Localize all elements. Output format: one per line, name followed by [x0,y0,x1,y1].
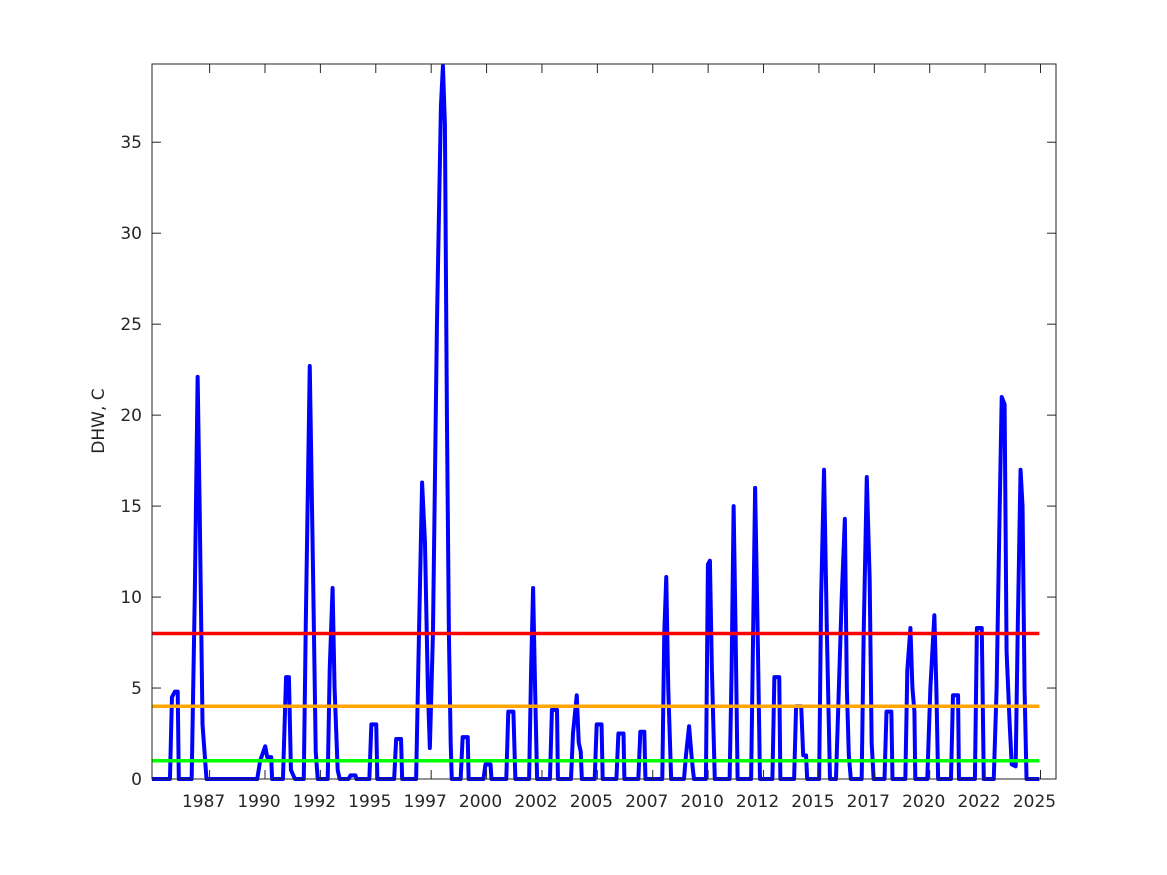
x-tick-label: 2022 [957,792,1000,812]
x-tick-label: 2010 [681,792,724,812]
y-tick-label: 15 [120,497,142,517]
x-tick-label: 2015 [791,792,834,812]
x-tick-label: 2002 [514,792,557,812]
x-tick-label: 1990 [237,792,280,812]
x-tick-label: 1987 [182,792,225,812]
y-tick-label: 10 [120,588,142,608]
x-tick-label: 1992 [293,792,336,812]
x-tick-label: 2005 [570,792,613,812]
y-tick-label: 25 [120,315,142,335]
y-axis-label: DHW, C [89,388,109,453]
axes-box [151,63,1057,780]
x-tick-label: 2012 [736,792,779,812]
data-line [152,63,1040,781]
x-tick-label: 2000 [459,792,502,812]
x-tick-label: 1997 [404,792,447,812]
y-tick-label: 5 [131,679,142,699]
x-tick-label: 2017 [847,792,890,812]
x-tick-label: 2020 [902,792,945,812]
y-tick-label: 35 [120,133,142,153]
x-tick-label: 2007 [625,792,668,812]
x-tick-label: 1995 [348,792,391,812]
x-tick-label: 2025 [1013,792,1056,812]
y-tick-label: 30 [120,224,142,244]
y-tick-label: 20 [120,406,142,426]
y-tick-label: 0 [131,770,142,790]
